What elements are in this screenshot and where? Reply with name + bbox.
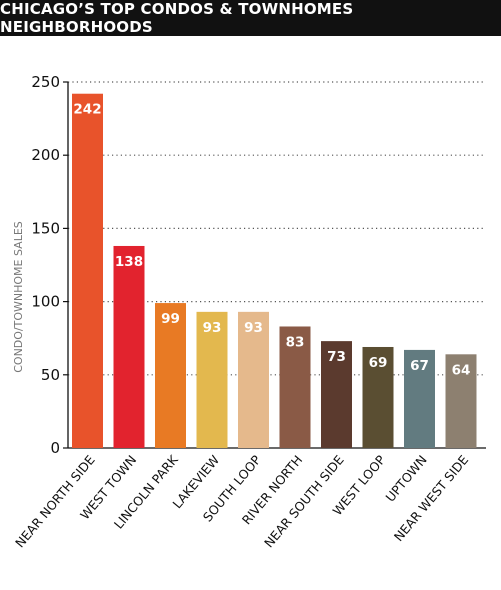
bar-value-label: 93 [203,320,222,336]
bar [238,311,269,448]
y-tick-label: 200 [31,146,60,164]
bar-value-label: 67 [410,358,429,374]
chart-title-bar: CHICAGO’S TOP CONDOS & TOWNHOMES NEIGHBO… [0,0,501,36]
bar [362,346,394,448]
bar-value-label: 138 [115,254,143,270]
bar [113,245,145,448]
x-category-label: NEAR SOUTH SIDE [261,452,347,550]
bar [445,354,477,448]
bars: 242 138 99 93 93 83 73 69 67 64 [72,93,477,448]
y-tick-labels: 0 50 100 150 200 250 [31,73,60,457]
bar-value-label: 83 [286,334,305,350]
y-tick-label: 100 [31,293,60,311]
y-tick-label: 150 [31,219,60,237]
bar [321,341,352,448]
bar-value-label: 99 [161,311,180,327]
y-axis-label: CONDO/TOWNHOME SALES [12,221,25,373]
x-category-label: NEAR NORTH SIDE [12,452,98,550]
y-tick-label: 0 [50,439,60,457]
bar-value-label: 73 [327,349,346,365]
y-tick-label: 50 [41,366,60,384]
bar [404,349,435,448]
bar [155,303,186,448]
chart-title: CHICAGO’S TOP CONDOS & TOWNHOMES NEIGHBO… [0,0,354,36]
y-tick-label: 250 [31,73,60,91]
bar-value-label: 64 [452,362,471,378]
bar [196,311,228,448]
bar [279,326,311,448]
bar [72,93,103,448]
bar-value-label: 93 [244,320,263,336]
x-category-label: NEAR WEST SIDE [391,452,472,544]
bar-value-label: 242 [73,102,101,118]
bar-value-label: 69 [369,355,388,371]
